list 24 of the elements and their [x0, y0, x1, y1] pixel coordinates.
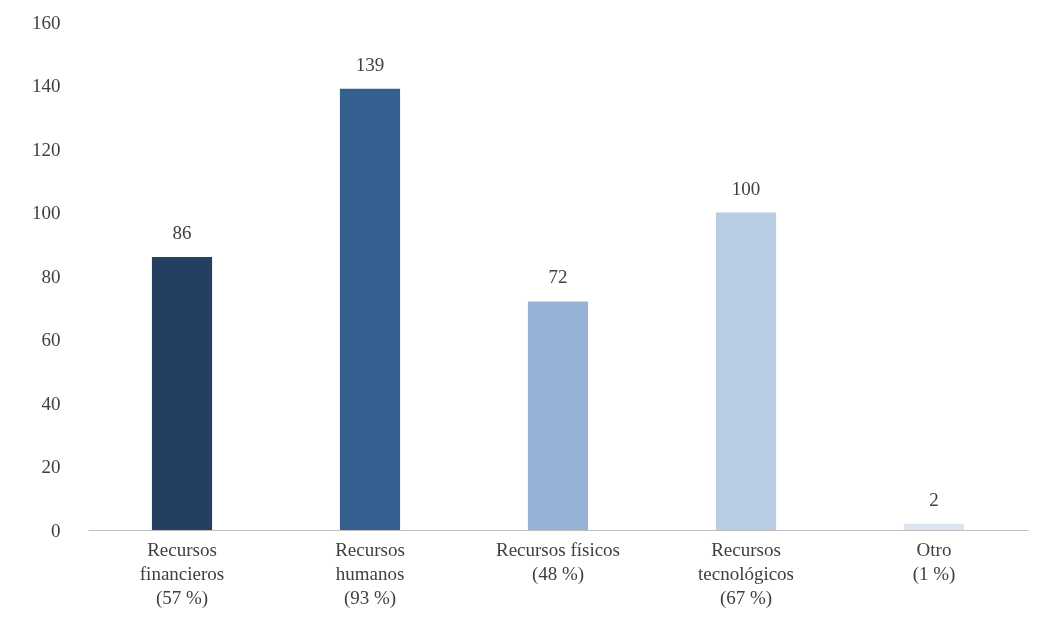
- y-tick-label: 140: [32, 75, 61, 96]
- x-tick-label: Recursos financieros (57 %): [139, 538, 225, 609]
- y-tick-label: 80: [41, 265, 61, 287]
- data-label: 139: [355, 53, 385, 75]
- y-tick-label: 160: [32, 11, 61, 33]
- y-tick-label: 40: [41, 392, 61, 414]
- y-tick-label: 0: [51, 519, 61, 541]
- bar: [151, 256, 213, 530]
- data-label: 100: [731, 177, 761, 199]
- y-tick-label: 60: [41, 329, 61, 350]
- bar: [903, 523, 965, 530]
- bar: [527, 301, 589, 530]
- y-tick-label: 120: [32, 138, 61, 160]
- x-tick-label: Recursos humanos (93 %): [335, 538, 405, 609]
- data-label: 72: [548, 266, 568, 288]
- data-label: 86: [172, 221, 192, 243]
- x-tick-label: Recursos tecnológicos (67 %): [697, 538, 795, 609]
- x-tick-label: Recursos físicos (48 %): [495, 538, 621, 585]
- x-tick-label: Otro (1 %): [912, 538, 956, 585]
- bar: [715, 212, 777, 530]
- data-label: 2: [929, 488, 939, 510]
- y-tick-label: 20: [41, 456, 61, 477]
- y-tick-label: 100: [32, 202, 61, 223]
- bar: [339, 88, 401, 530]
